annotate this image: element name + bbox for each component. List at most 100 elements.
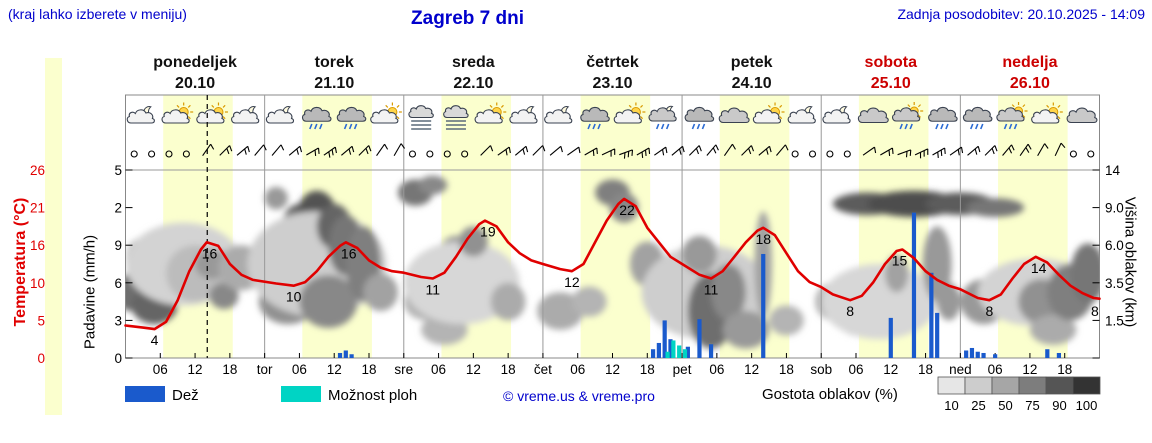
svg-text:sre: sre xyxy=(394,362,413,377)
svg-text:75: 75 xyxy=(1025,398,1039,413)
svg-text:21.10: 21.10 xyxy=(314,75,354,92)
svg-text:23.10: 23.10 xyxy=(592,75,632,92)
svg-text:06: 06 xyxy=(709,362,724,377)
svg-text:sreda: sreda xyxy=(452,54,495,71)
page-title: Zagreb 7 dni xyxy=(411,8,524,29)
svg-text:14: 14 xyxy=(1031,260,1047,276)
svg-text:4: 4 xyxy=(151,332,159,348)
svg-text:3.5: 3.5 xyxy=(1105,276,1124,291)
svg-text:100: 100 xyxy=(1076,398,1098,413)
cloud-density-field xyxy=(125,175,1100,349)
svg-text:čet: čet xyxy=(534,362,552,377)
legend-cloud-density-label: Gostota oblakov (%) xyxy=(762,386,898,403)
svg-text:18: 18 xyxy=(361,362,376,377)
svg-text:8: 8 xyxy=(846,303,854,319)
svg-text:četrtek: četrtek xyxy=(586,54,639,71)
svg-text:12: 12 xyxy=(564,274,580,290)
svg-text:petek: petek xyxy=(731,54,773,71)
grid xyxy=(125,94,1100,359)
svg-text:50: 50 xyxy=(998,398,1012,413)
svg-text:nedelja: nedelja xyxy=(1002,54,1057,71)
svg-text:18: 18 xyxy=(501,362,516,377)
svg-text:15: 15 xyxy=(892,253,908,269)
temperature-curve xyxy=(124,197,1101,331)
svg-text:sob: sob xyxy=(810,362,832,377)
svg-text:18: 18 xyxy=(640,362,655,377)
legend-rain-label: Dež xyxy=(172,387,199,404)
wind-barbs xyxy=(130,142,1095,159)
svg-text:26.10: 26.10 xyxy=(1010,75,1050,92)
svg-text:ponedeljek: ponedeljek xyxy=(153,54,237,71)
svg-text:5: 5 xyxy=(114,163,122,178)
day-headers: ponedeljek 20.10 torek 21.10 sreda 22.10 četrt… xyxy=(153,54,1057,92)
last-update: Zadnja posodobitev: 20.10.2025 - 14:09 xyxy=(897,6,1145,22)
svg-text:12: 12 xyxy=(744,362,759,377)
menu-hint: (kraj lahko izberete v meniju) xyxy=(8,6,187,22)
axis-tick-labels: 0 5 10 16 21 26 0 3 6 9 2 5 1.5 3.5 6.0 9.0 14 06 12 18 06 12… xyxy=(30,163,1124,377)
svg-text:12: 12 xyxy=(327,362,342,377)
svg-text:2: 2 xyxy=(114,201,122,216)
svg-text:25: 25 xyxy=(971,398,985,413)
svg-text:10: 10 xyxy=(30,276,45,291)
svg-text:18: 18 xyxy=(918,362,933,377)
svg-text:sobota: sobota xyxy=(865,54,918,71)
svg-text:06: 06 xyxy=(431,362,446,377)
svg-text:25.10: 25.10 xyxy=(871,75,911,92)
svg-text:12: 12 xyxy=(188,362,203,377)
svg-text:22.10: 22.10 xyxy=(453,75,493,92)
svg-text:3: 3 xyxy=(114,313,122,328)
svg-text:90: 90 xyxy=(1052,398,1066,413)
svg-text:06: 06 xyxy=(988,362,1003,377)
legend-showers-label: Možnost ploh xyxy=(328,387,418,404)
svg-text:06: 06 xyxy=(153,362,168,377)
svg-text:6.0: 6.0 xyxy=(1105,238,1124,253)
svg-text:ned: ned xyxy=(949,362,972,377)
svg-text:22: 22 xyxy=(619,202,635,218)
svg-text:11: 11 xyxy=(426,281,441,297)
svg-text:1.5: 1.5 xyxy=(1105,313,1124,328)
svg-text:6: 6 xyxy=(114,276,122,291)
svg-text:tor: tor xyxy=(257,362,273,377)
svg-text:0: 0 xyxy=(114,351,122,366)
legend-rain-swatch xyxy=(125,386,165,402)
svg-text:10: 10 xyxy=(944,398,958,413)
svg-text:26: 26 xyxy=(30,163,45,178)
svg-text:5: 5 xyxy=(37,313,45,328)
cloud-height-axis-label: Višina oblakov (km) xyxy=(1121,196,1139,328)
rain-bars xyxy=(337,212,1062,358)
svg-text:0: 0 xyxy=(37,351,45,366)
svg-text:9.0: 9.0 xyxy=(1105,201,1124,216)
svg-text:18: 18 xyxy=(1057,362,1072,377)
svg-text:24.10: 24.10 xyxy=(732,75,772,92)
svg-text:18: 18 xyxy=(755,231,771,247)
svg-text:06: 06 xyxy=(292,362,307,377)
temperature-axis-label: Temperatura (°C) xyxy=(12,197,29,327)
temperature-labels: 4 16 10 16 11 19 12 22 11 18 8 15 8 14 8 xyxy=(151,202,1099,348)
svg-text:18: 18 xyxy=(222,362,237,377)
svg-text:8: 8 xyxy=(1091,303,1099,319)
svg-text:14: 14 xyxy=(1105,163,1121,178)
left-accent-strip xyxy=(45,58,62,415)
svg-text:18: 18 xyxy=(779,362,794,377)
svg-text:12: 12 xyxy=(1022,362,1037,377)
svg-text:19: 19 xyxy=(480,224,496,240)
svg-text:torek: torek xyxy=(315,54,354,71)
legend-showers-swatch xyxy=(281,386,321,402)
precip-axis-label: Padavine (mm/h) xyxy=(81,234,99,350)
legend-graphics: 10 25 50 75 90 100 xyxy=(125,376,1101,413)
svg-text:16: 16 xyxy=(341,245,357,261)
weather-icons xyxy=(126,102,1098,130)
svg-text:20.10: 20.10 xyxy=(175,75,215,92)
svg-text:06: 06 xyxy=(848,362,863,377)
svg-text:12: 12 xyxy=(605,362,620,377)
svg-text:16: 16 xyxy=(202,245,218,261)
svg-text:10: 10 xyxy=(286,289,302,305)
svg-text:12: 12 xyxy=(466,362,481,377)
copyright-link[interactable]: © vreme.us & vreme.pro xyxy=(503,388,655,404)
svg-text:pet: pet xyxy=(673,362,692,377)
svg-text:8: 8 xyxy=(985,303,993,319)
svg-text:16: 16 xyxy=(30,238,45,253)
svg-text:21: 21 xyxy=(30,201,45,216)
